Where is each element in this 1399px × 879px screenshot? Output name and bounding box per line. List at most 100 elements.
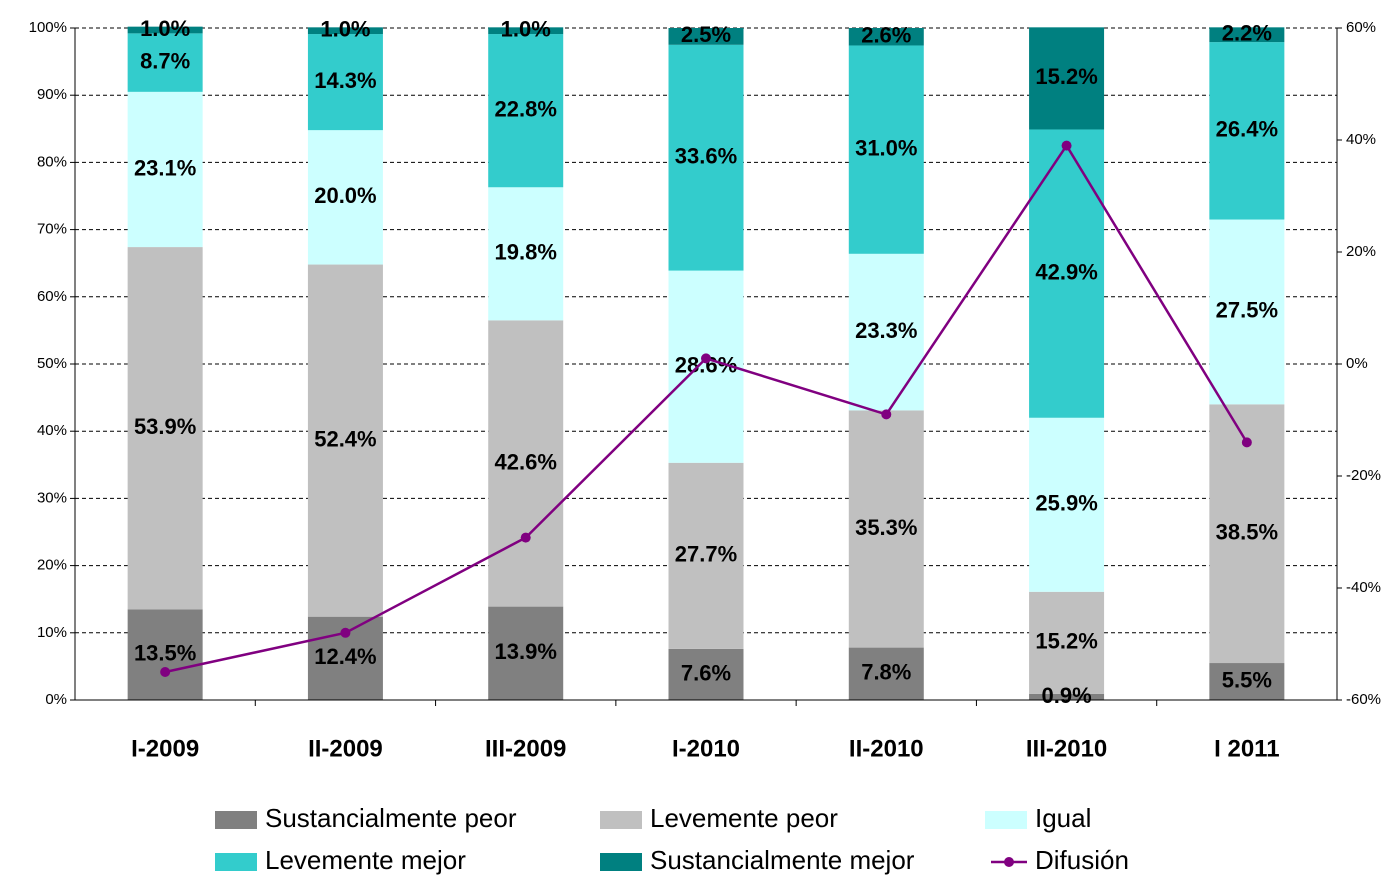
- data-label: 26.4%: [1216, 117, 1278, 142]
- y2-tick-label: -20%: [1346, 467, 1381, 484]
- data-label: 1.0%: [501, 17, 551, 42]
- bar-segment: [1209, 42, 1285, 220]
- y2-tick-label: 40%: [1346, 131, 1376, 148]
- data-label: 35.3%: [855, 515, 917, 540]
- line-marker: [160, 667, 171, 677]
- legend-label: Sustancialmente mejor: [650, 845, 915, 875]
- legend-label: Difusión: [1035, 845, 1129, 875]
- bar-segment: [668, 462, 744, 649]
- bar-segment: [127, 247, 203, 610]
- data-label: 13.9%: [495, 639, 557, 664]
- data-label: 27.5%: [1216, 298, 1278, 323]
- data-label: 0.9%: [1041, 683, 1091, 708]
- x-tick-label: I-2010: [672, 735, 740, 762]
- legend-marker: [1004, 857, 1014, 867]
- legend-label: Igual: [1035, 803, 1091, 833]
- bar-segment: [1029, 129, 1105, 418]
- legend-label: Sustancialmente peor: [265, 803, 517, 833]
- x-tick-label: I-2009: [131, 735, 199, 762]
- data-label: 12.4%: [314, 644, 376, 669]
- legend-swatch: [600, 811, 642, 829]
- data-label: 52.4%: [314, 426, 376, 451]
- data-label: 22.8%: [495, 96, 557, 121]
- line-marker: [340, 627, 351, 638]
- legend-label: Levemente mejor: [265, 845, 466, 875]
- bar-segment: [307, 130, 383, 265]
- data-label: 13.5%: [134, 640, 196, 665]
- bar-segment: [1029, 693, 1105, 700]
- data-label: 20.0%: [314, 183, 376, 208]
- data-label: 1.0%: [140, 16, 190, 41]
- y-tick-label: 80%: [37, 153, 67, 170]
- bar-segment: [668, 648, 744, 700]
- bar-segment: [848, 410, 924, 648]
- data-label: 27.7%: [675, 542, 737, 567]
- bar-segment: [1029, 27, 1105, 130]
- legend-swatch: [985, 811, 1027, 829]
- x-tick-label: I 2011: [1214, 735, 1279, 762]
- bar-segment: [488, 606, 564, 700]
- bar-segment: [488, 27, 564, 35]
- data-label: 23.1%: [134, 155, 196, 180]
- data-label: 53.9%: [134, 414, 196, 439]
- bar-segment: [1209, 219, 1285, 405]
- y-tick-label: 70%: [37, 221, 67, 238]
- y-tick-label: 60%: [37, 288, 67, 305]
- bar-segment: [307, 34, 383, 131]
- y-tick-label: 100%: [29, 19, 67, 36]
- x-tick-label: II-2010: [849, 735, 924, 762]
- y-tick-label: 40%: [37, 422, 67, 439]
- line-marker: [520, 532, 531, 543]
- bar-segment: [488, 187, 564, 321]
- data-label: 25.9%: [1035, 491, 1097, 516]
- data-label: 7.6%: [681, 660, 731, 685]
- data-label: 2.6%: [861, 23, 911, 48]
- x-tick-label: III-2010: [1026, 735, 1107, 762]
- y-tick-label: 10%: [37, 624, 67, 641]
- y-tick-label: 30%: [37, 489, 67, 506]
- y-tick-label: 50%: [37, 355, 67, 372]
- y2-tick-label: -40%: [1346, 579, 1381, 596]
- legend-swatch: [215, 811, 257, 829]
- legend-swatch: [215, 853, 257, 871]
- bar-segment: [848, 45, 924, 254]
- bar-segment: [1209, 663, 1285, 700]
- data-label: 23.3%: [855, 318, 917, 343]
- bar-segment: [668, 28, 744, 45]
- bar-segment: [848, 647, 924, 700]
- data-label: 14.3%: [314, 68, 376, 93]
- y-tick-label: 0%: [45, 691, 67, 708]
- x-tick-label: II-2009: [308, 735, 383, 762]
- bar-segment: [1029, 417, 1105, 592]
- y-tick-label: 20%: [37, 557, 67, 574]
- data-label: 2.2%: [1222, 21, 1272, 46]
- bar-segment: [307, 264, 383, 617]
- data-label: 33.6%: [675, 144, 737, 169]
- bar-segment: [488, 320, 564, 607]
- bar-segment: [1029, 591, 1105, 694]
- x-tick-label: III-2009: [485, 735, 566, 762]
- data-label: 38.5%: [1216, 519, 1278, 544]
- data-label: 15.2%: [1035, 629, 1097, 654]
- bar-segment: [127, 26, 203, 34]
- bar-segment: [848, 28, 924, 46]
- data-label: 15.2%: [1035, 64, 1097, 89]
- y2-tick-label: -60%: [1346, 691, 1381, 708]
- bar-segment: [848, 253, 924, 411]
- bar-segment: [1209, 404, 1285, 664]
- data-label: 8.7%: [140, 48, 190, 73]
- line-marker: [1061, 140, 1072, 151]
- legend-label: Levemente peor: [650, 803, 838, 833]
- data-label: 1.0%: [320, 17, 370, 42]
- data-label: 7.8%: [861, 660, 911, 685]
- bar-segment: [127, 609, 203, 700]
- y2-tick-label: 60%: [1346, 19, 1376, 36]
- y2-tick-label: 20%: [1346, 243, 1376, 260]
- bar-segment: [1209, 27, 1285, 43]
- data-label: 5.5%: [1222, 667, 1272, 692]
- y2-tick-label: 0%: [1346, 355, 1368, 372]
- data-label: 42.9%: [1035, 259, 1097, 284]
- data-label: 31.0%: [855, 135, 917, 160]
- legend-swatch: [600, 853, 642, 871]
